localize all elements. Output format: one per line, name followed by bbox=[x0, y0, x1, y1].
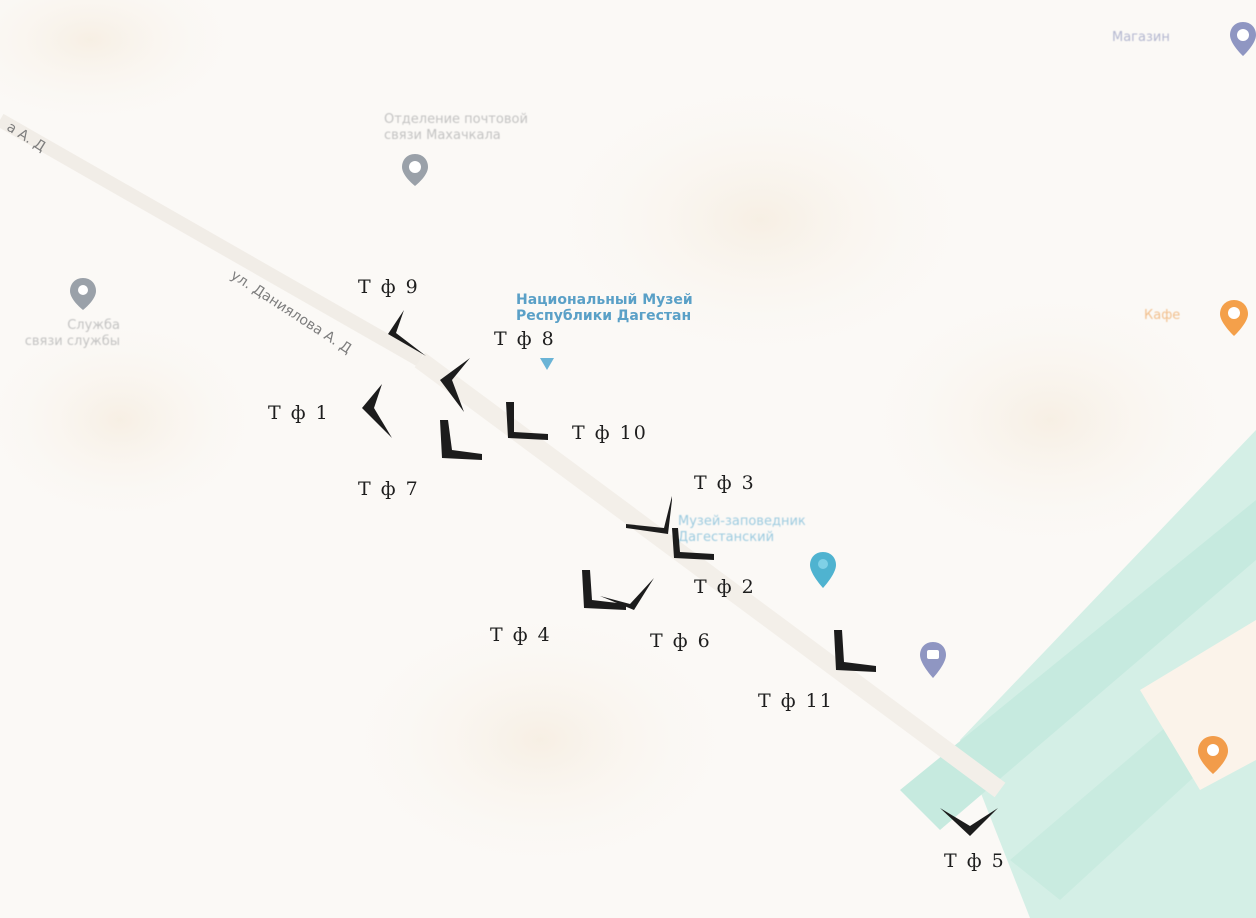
poi-line: Служба bbox=[67, 318, 120, 333]
poi-label-topright: Магазин bbox=[1112, 30, 1170, 46]
pin-dot bbox=[78, 285, 88, 295]
tf-9-label[interactable]: Т ф 9 bbox=[358, 276, 420, 298]
pin-dot bbox=[1228, 307, 1240, 319]
pin-dot bbox=[409, 161, 421, 173]
poi-label-museum2[interactable]: Музей-заповедник Дагестанский bbox=[678, 514, 806, 546]
poi-label-post: Отделение почтовой связи Махачкала bbox=[384, 112, 528, 144]
water-area bbox=[900, 500, 1256, 830]
tf-3-label[interactable]: Т ф 3 bbox=[694, 472, 756, 494]
poi-line: связи службы bbox=[24, 334, 120, 349]
tf-5-label[interactable]: Т ф 5 bbox=[944, 850, 1006, 872]
background-shade bbox=[850, 280, 1250, 560]
poi-line: Дагестанский bbox=[678, 530, 775, 545]
poi-line: Национальный Музей bbox=[516, 292, 693, 308]
background-shade bbox=[530, 70, 990, 370]
pin-shape bbox=[920, 642, 946, 678]
background-shade bbox=[0, 310, 270, 530]
poi-label-museum[interactable]: Национальный Музей Республики Дагестан bbox=[516, 292, 693, 324]
gray-map-pin-icon[interactable] bbox=[68, 276, 98, 312]
purple-map-pin-icon[interactable] bbox=[1228, 20, 1256, 58]
tf-4-label[interactable]: Т ф 4 bbox=[490, 624, 552, 646]
tf-8-label[interactable]: Т ф 8 bbox=[494, 328, 556, 350]
tf-2-label[interactable]: Т ф 2 bbox=[694, 576, 756, 598]
tf-10-label[interactable]: Т ф 10 bbox=[572, 422, 648, 444]
poi-line: Магазин bbox=[1112, 30, 1170, 45]
orange-map-pin-icon[interactable] bbox=[1196, 734, 1230, 776]
poi-line: Республики Дагестан bbox=[516, 308, 692, 324]
poi-label-left: Служба связи службы bbox=[10, 318, 120, 350]
pin-shape bbox=[810, 552, 836, 588]
tf-1-label[interactable]: Т ф 1 bbox=[268, 402, 330, 424]
poi-line: Кафе bbox=[1144, 308, 1181, 323]
pin-dot bbox=[1207, 744, 1219, 756]
tf-6-label[interactable]: Т ф 6 bbox=[650, 630, 712, 652]
poi-label-orange: Кафе bbox=[1144, 308, 1180, 324]
pin-shape bbox=[540, 358, 554, 370]
poi-line: Музей-заповедник bbox=[678, 514, 806, 529]
purple-map-pin-icon[interactable] bbox=[918, 640, 948, 680]
pin-dot bbox=[927, 650, 939, 659]
teal-map-pin-icon[interactable] bbox=[808, 550, 838, 590]
pin-dot bbox=[1237, 29, 1249, 41]
background-shade bbox=[0, 0, 250, 130]
orange-map-pin-icon[interactable] bbox=[1218, 298, 1250, 338]
street-line bbox=[0, 113, 424, 367]
poi-line: связи Махачкала bbox=[384, 128, 501, 143]
pin-dot bbox=[818, 559, 828, 569]
background-shade bbox=[330, 600, 750, 880]
tf-11-label[interactable]: Т ф 11 bbox=[758, 690, 834, 712]
poi-line: Отделение почтовой bbox=[384, 112, 528, 127]
blue-map-pin-icon[interactable] bbox=[538, 354, 556, 374]
gray-map-pin-icon[interactable] bbox=[400, 152, 430, 188]
tf-7-label[interactable]: Т ф 7 bbox=[358, 478, 420, 500]
